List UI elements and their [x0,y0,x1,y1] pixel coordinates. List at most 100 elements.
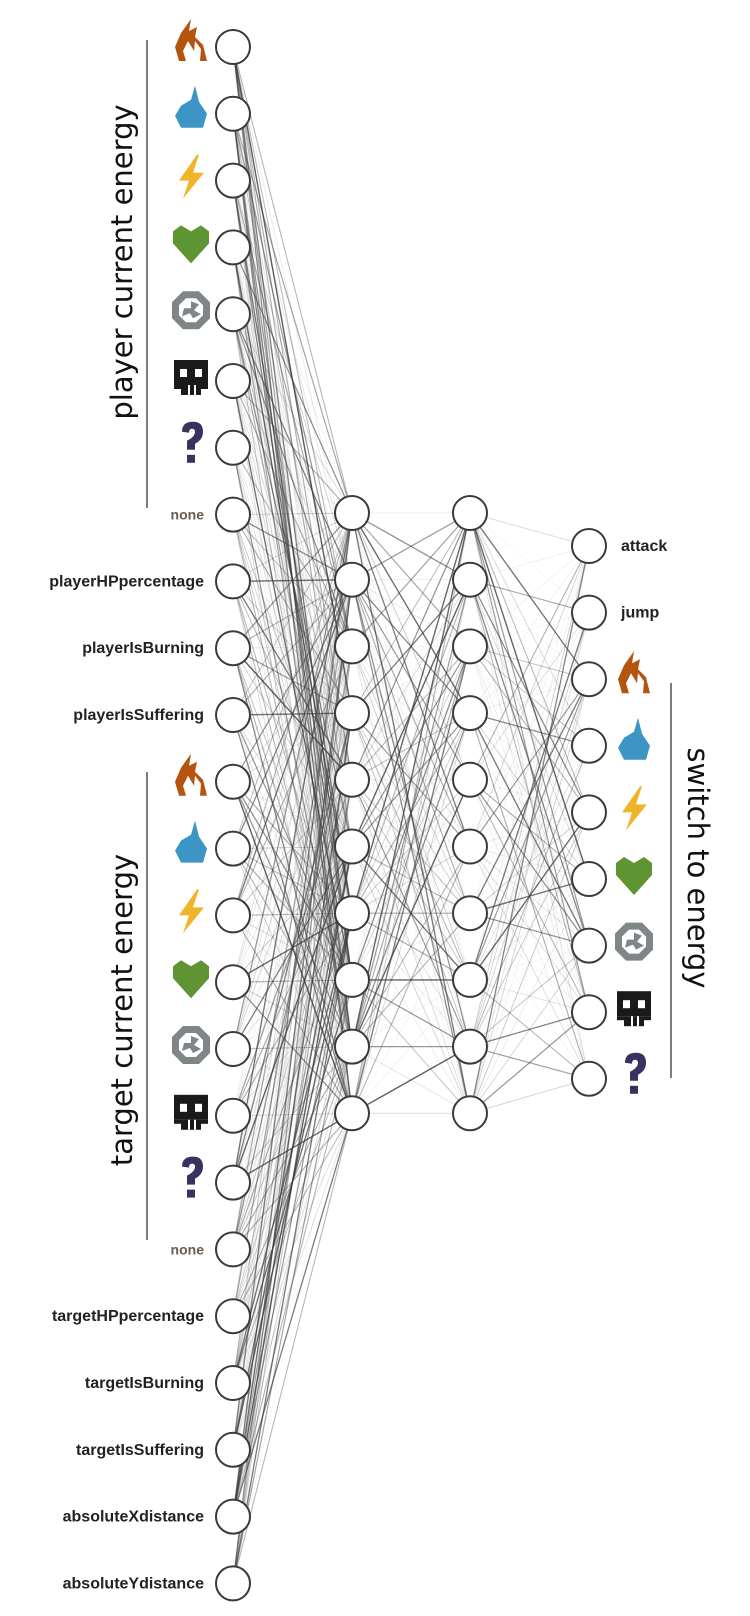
edge [351,579,471,647]
edge [232,514,353,714]
edge [469,512,590,547]
edge [469,579,590,614]
edge [351,779,471,1114]
edge [232,512,353,1584]
edge [232,380,353,914]
edge [469,545,590,714]
edge [351,512,471,714]
edge [232,512,353,582]
edge [232,512,353,649]
input-node [215,1565,251,1602]
edge [351,579,471,1047]
hidden2-node [452,695,488,732]
edge [469,945,590,1114]
switch-energy-title: switch to energy [681,747,715,988]
input-node [215,95,251,132]
edge [232,846,353,916]
edge [469,846,590,1080]
edge [232,512,353,1517]
edge [232,46,353,647]
node-label: playerIsBurning [82,640,204,657]
question-icon [182,421,203,463]
edge [351,512,471,781]
hidden1-node [334,495,370,531]
output-node [571,794,607,831]
edge [469,512,590,813]
edge [351,579,471,647]
hidden2-node [452,628,488,665]
lightning-icon [179,154,204,199]
node-label: targetIsSuffering [76,1442,204,1459]
edge [232,579,353,649]
edge [232,779,353,1517]
hidden1-node [334,561,370,598]
edge [469,878,590,1114]
edge [351,512,471,1114]
edge [232,512,353,1250]
network-nodes [215,29,607,1602]
hidden1-node [334,695,370,732]
edge [232,512,353,1317]
edge [469,878,590,981]
input-node [215,630,251,667]
edge [232,846,353,1584]
edge [469,545,590,647]
edge [232,1113,353,1517]
edge [469,612,590,914]
edge [232,579,353,916]
connection-edges [232,46,590,1584]
heart-icon [616,857,652,895]
edge [232,713,353,1317]
input-node [215,1365,251,1401]
edge [232,579,353,1050]
water-drop-icon [175,820,207,863]
edge [469,745,590,981]
hidden2-node [452,1028,488,1065]
edge [232,447,353,780]
edge [232,512,353,916]
edge [351,512,471,980]
hidden2-node [452,561,488,598]
edge [232,579,353,1250]
none-label: none [171,507,205,523]
edge [232,512,353,983]
hidden1-node [334,961,370,998]
edge [232,979,353,1584]
edge [469,779,590,946]
edge [232,579,353,1517]
edge [232,779,353,1050]
edge [469,679,590,1114]
output-node [571,727,607,764]
edge [232,646,353,1116]
question-icon [182,1156,203,1198]
hidden1-node [334,761,370,798]
edge [232,113,353,914]
edge [232,846,353,1517]
edge [232,180,353,514]
edge [232,314,353,980]
node-label: playerIsSuffering [73,707,204,724]
fire-icon [175,753,207,796]
hidden2-node [452,828,488,865]
edge [232,313,353,647]
input-node [215,363,251,399]
edge [232,713,353,1584]
hidden1-node [334,895,370,932]
edge [469,612,590,847]
node-label: jump [620,605,659,622]
edge [469,812,590,914]
node-label: playerHPpercentage [49,573,204,590]
output-node [571,1060,607,1097]
hidden2-node [452,1095,488,1132]
edge [232,512,353,1183]
input-node [215,1298,251,1335]
edge [351,779,471,914]
edge [351,846,471,1114]
edge [469,612,590,714]
hidden1-node [334,1095,370,1132]
player-energy-title: player current energy [105,104,139,419]
edge [232,447,353,580]
edge [469,1078,590,1114]
input-node [215,563,251,600]
edge [469,1011,590,1048]
